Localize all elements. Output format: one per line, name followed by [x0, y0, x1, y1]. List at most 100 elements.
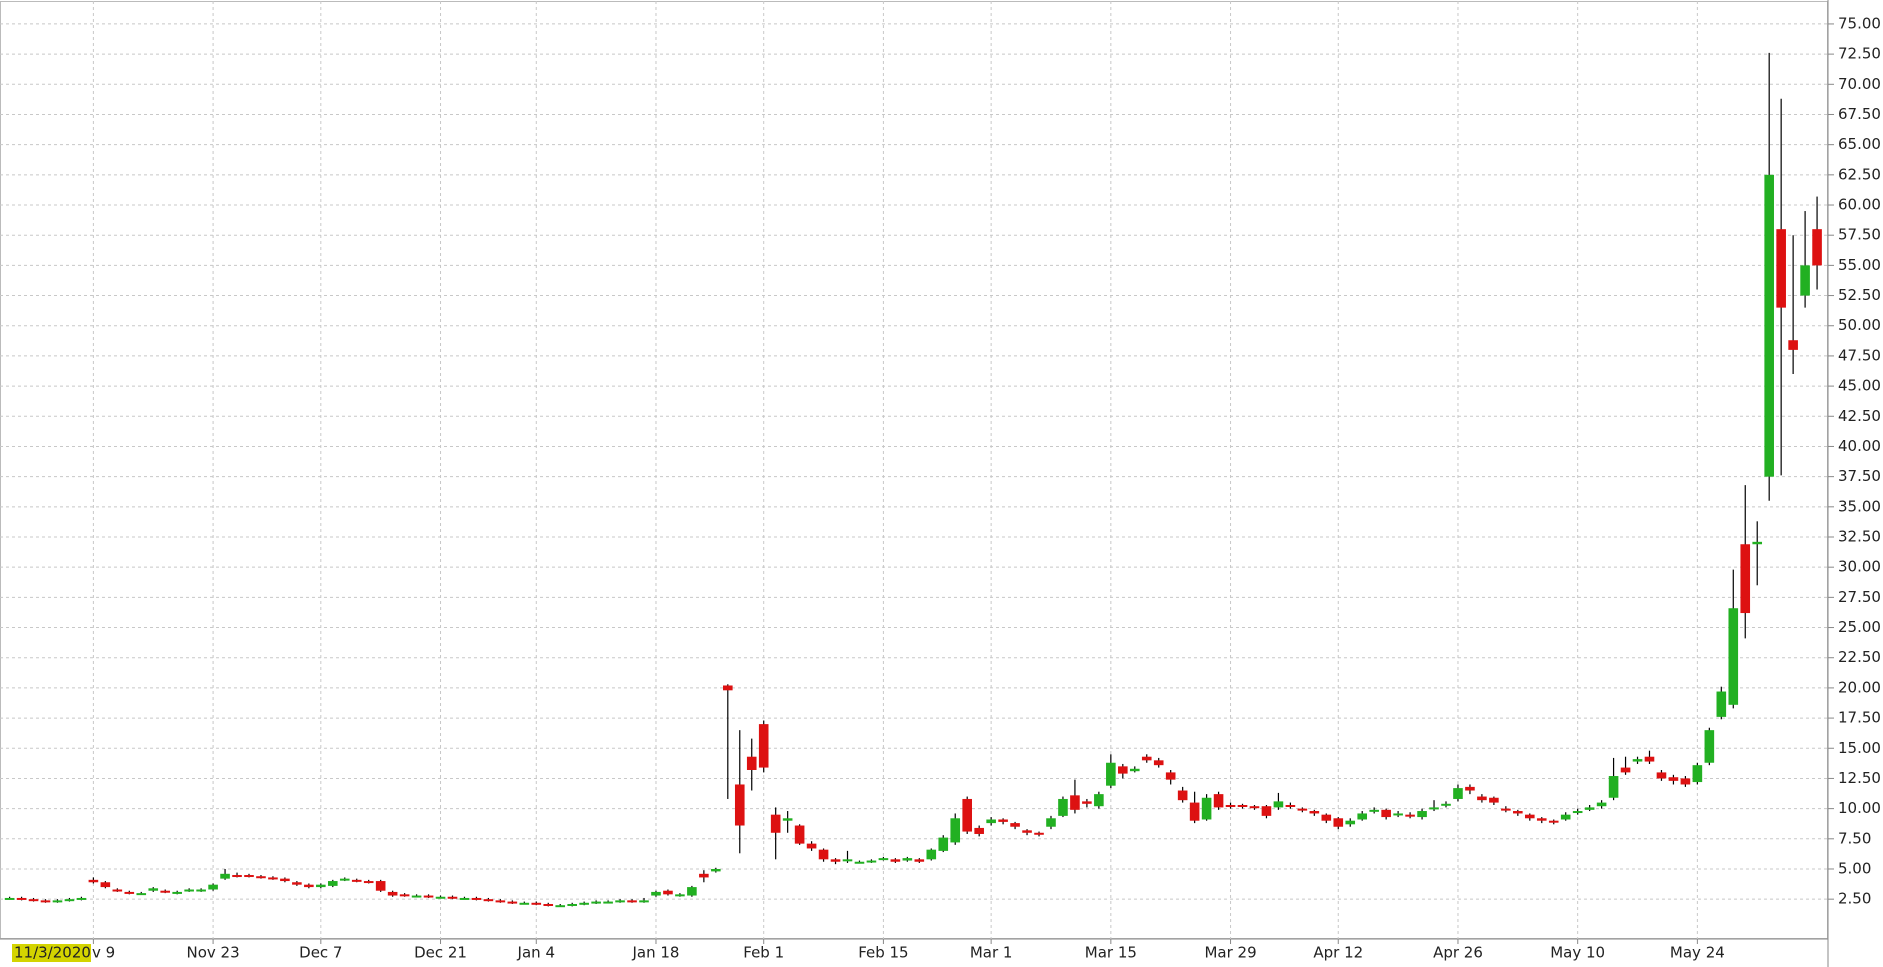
candle-body [1441, 803, 1451, 806]
candle-body [1632, 759, 1643, 762]
candle-body [1034, 832, 1044, 835]
candle-body [1309, 811, 1320, 814]
candle-body [770, 814, 781, 833]
candle-body [615, 900, 625, 903]
candle-body [1608, 776, 1619, 798]
candle-body [603, 901, 613, 904]
candle-body [1584, 807, 1595, 810]
candle-body [423, 895, 434, 898]
candle-body [507, 901, 518, 904]
cursor-label-bg [12, 944, 91, 962]
candle-body [220, 873, 230, 879]
candle-body [1010, 823, 1020, 827]
candle-body [675, 894, 685, 897]
y-tick-label: 70.00 [1838, 75, 1881, 93]
candle-body [854, 861, 865, 864]
candle-body [1716, 691, 1727, 717]
candle-body [52, 900, 63, 903]
candle-body [351, 879, 362, 882]
candle-body [1405, 814, 1415, 817]
candle-body [1273, 801, 1284, 808]
candle-body [1596, 802, 1607, 807]
candle-body [1800, 265, 1810, 296]
y-tick-label: 17.50 [1838, 709, 1881, 727]
candle-body [1572, 811, 1583, 814]
candle-body [1656, 772, 1667, 779]
x-tick-label: Nov 23 [187, 944, 240, 962]
y-tick-label: 12.50 [1838, 769, 1881, 787]
candle-body [1704, 730, 1715, 763]
candle-body [1513, 811, 1523, 814]
candle-body [1560, 814, 1571, 820]
candle-body [842, 859, 853, 862]
candle-body [1477, 796, 1487, 801]
candle-body [375, 881, 386, 891]
candle-body [998, 819, 1008, 822]
candle-body [1788, 340, 1798, 350]
candle-body [723, 685, 733, 691]
candle-body [112, 889, 123, 892]
candle-body [651, 891, 661, 896]
candle-body [866, 860, 877, 863]
candle-body [1668, 777, 1679, 781]
x-tick-label: Apr 12 [1313, 944, 1363, 962]
candle-body [1177, 790, 1188, 801]
candle-body [1082, 801, 1092, 804]
y-tick-label: 72.50 [1838, 45, 1881, 63]
candle-body [902, 858, 913, 861]
x-tick-label: Apr 26 [1433, 944, 1483, 962]
candle-body [1429, 807, 1439, 810]
candle-body [782, 818, 793, 821]
candle-body [663, 890, 673, 895]
candle-body [1357, 813, 1368, 820]
y-tick-label: 67.50 [1838, 105, 1881, 123]
candle-body [830, 859, 841, 862]
candle-body [543, 903, 554, 906]
candle-body [519, 902, 530, 905]
y-tick-label: 65.00 [1838, 135, 1881, 153]
candle-body [555, 905, 566, 908]
candle-body [699, 873, 709, 878]
candle-body [483, 899, 494, 902]
candle-body [926, 849, 937, 860]
candle-body [16, 897, 27, 900]
candle-body [806, 843, 817, 849]
candle-body [734, 784, 745, 826]
candle-body [974, 827, 984, 834]
y-tick-label: 20.00 [1838, 678, 1881, 696]
y-tick-label: 10.00 [1838, 799, 1881, 817]
candle-body [292, 882, 302, 885]
candle-body [64, 899, 75, 902]
y-tick-label: 50.00 [1838, 316, 1881, 334]
candle-body [327, 881, 338, 886]
candle-body [4, 897, 15, 900]
cursor-label: 11/3/2020 [14, 944, 91, 962]
candle-body [1501, 808, 1511, 811]
x-tick-label: Jan 4 [517, 944, 555, 962]
y-tick-label: 52.50 [1838, 286, 1881, 304]
candle-body [435, 896, 446, 899]
x-tick-label: Dec 21 [414, 944, 467, 962]
y-tick-label: 35.00 [1838, 497, 1881, 515]
candle-body [172, 891, 182, 894]
candle-body [495, 900, 506, 903]
candle-body [1524, 814, 1535, 819]
candle-body [794, 825, 805, 844]
candle-body [1536, 818, 1547, 821]
x-tick-label: Feb 1 [743, 944, 784, 962]
candle-body [818, 849, 829, 860]
candle-body [1046, 818, 1056, 827]
candle-body [1321, 814, 1332, 821]
candle-body [1393, 813, 1403, 816]
candle-body [1489, 797, 1499, 803]
candle-body [399, 894, 410, 897]
candle-body [1285, 805, 1296, 807]
x-tick-label: Mar 1 [970, 944, 1013, 962]
y-tick-label: 15.00 [1838, 739, 1881, 757]
candle-body [136, 893, 147, 896]
y-tick-label: 37.50 [1838, 467, 1881, 485]
candle-body [1141, 756, 1152, 761]
y-tick-label: 47.50 [1838, 346, 1881, 364]
candle-body [1058, 798, 1068, 816]
candle-body [1644, 756, 1655, 762]
